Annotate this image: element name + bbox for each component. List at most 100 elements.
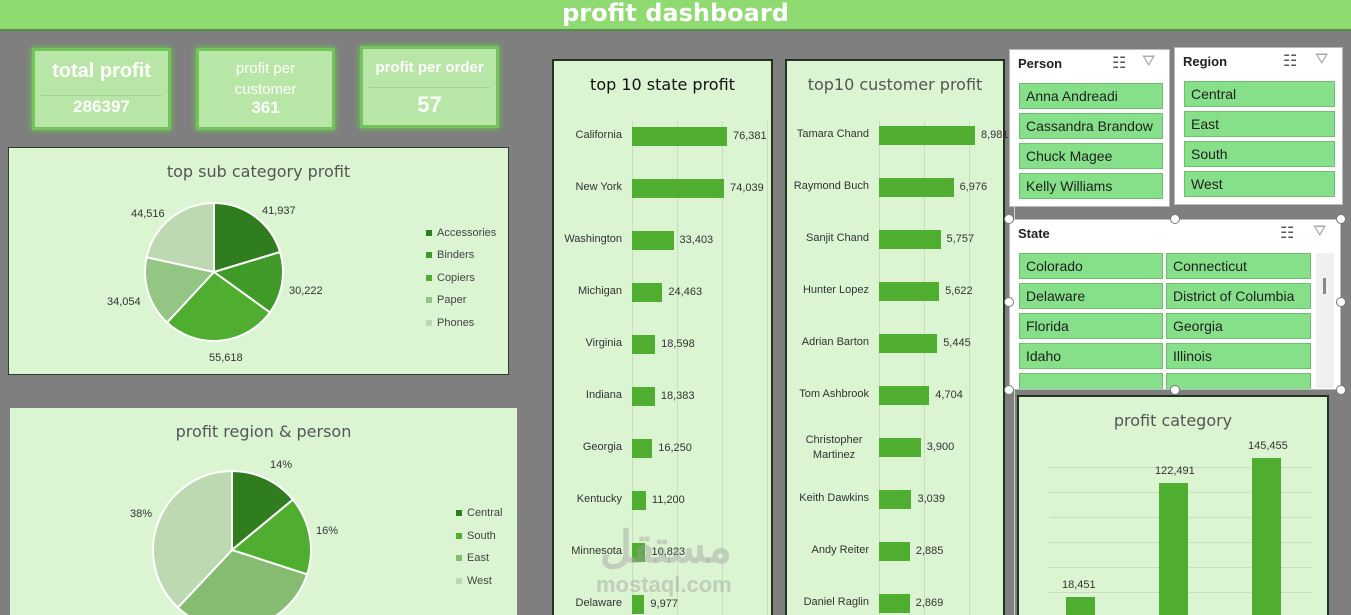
column	[1159, 483, 1188, 615]
bar-data-label: 4,704	[935, 389, 963, 401]
resize-handle[interactable]	[1004, 297, 1014, 307]
slicer-item-cassandra-brandow[interactable]: Cassandra Brandow	[1019, 113, 1163, 139]
category-column-chart: 18,451 122,491 145,455	[1019, 397, 1327, 615]
slicer-item-district-of-columbia[interactable]: District of Columbia	[1166, 283, 1311, 309]
subcategory-slice-binders	[211, 250, 284, 314]
bar	[632, 543, 646, 562]
bar-data-label: 11,200	[651, 494, 685, 506]
bar	[632, 179, 725, 198]
column-data-label: 18,451	[1062, 578, 1096, 591]
slicer-item-chuck-magee[interactable]: Chuck Magee	[1019, 143, 1163, 169]
legend-east: East	[456, 552, 489, 564]
multi-select-icon[interactable]: ☷	[1280, 225, 1295, 242]
bar	[632, 491, 646, 510]
region-slicer[interactable]: Region ☷ ⛛ Central East South West	[1174, 47, 1343, 205]
slicer-item-delaware[interactable]: Delaware	[1019, 283, 1163, 309]
slicer-item-partial[interactable]	[1166, 373, 1311, 389]
slicer-item-kelly-williams[interactable]: Kelly Williams	[1019, 173, 1163, 199]
clear-filter-icon[interactable]: ⛛	[1315, 51, 1329, 68]
gridline	[1049, 467, 1311, 468]
resize-handle[interactable]	[1336, 385, 1346, 395]
resize-handle[interactable]	[1170, 214, 1180, 224]
slicer-item-idaho[interactable]: Idaho	[1019, 343, 1163, 369]
bar-data-label: 24,463	[668, 286, 703, 298]
slicer-item-colorado[interactable]: Colorado	[1019, 253, 1163, 279]
state-slicer[interactable]: State ☷ ⛛ Colorado Connecticut Delaware …	[1009, 219, 1341, 390]
resize-handle[interactable]	[1004, 214, 1014, 224]
state-profit-panel: top 10 state profit California 76,381 New …	[552, 59, 773, 615]
pie-label-binders: 30,222	[289, 285, 323, 297]
bar	[632, 439, 653, 458]
slicer-item-illinois[interactable]: Illinois	[1166, 343, 1311, 369]
bar-data-label: 16,250	[658, 442, 692, 454]
bar-data-label: 2,869	[915, 597, 944, 609]
subcategory-slice-paper	[144, 256, 216, 324]
gridline	[969, 121, 970, 615]
slicer-item-east[interactable]: East	[1184, 111, 1335, 137]
bar	[879, 126, 975, 145]
kpi-value: 57	[417, 92, 442, 117]
bar-category-label: Christopher Martinez	[805, 434, 863, 461]
bar-category-label: New York	[575, 181, 622, 193]
state-chart-title: top 10 state profit	[590, 75, 735, 94]
bar-data-label: 18,383	[660, 390, 695, 402]
slicer-item-partial[interactable]	[1019, 373, 1163, 389]
pie-label-central: 14%	[270, 459, 293, 471]
bar	[879, 490, 912, 509]
pie-label-west: 38%	[130, 508, 153, 520]
bar-category-label: Adrian Barton	[801, 336, 869, 348]
bar-data-label: 33,403	[679, 234, 714, 246]
bar	[632, 387, 655, 406]
bar-data-label: 5,622	[945, 285, 973, 297]
bar	[632, 335, 656, 354]
slicer-item-west[interactable]: West	[1184, 171, 1335, 197]
legend-south: South	[456, 530, 496, 542]
bar-data-label: 3,900	[926, 441, 955, 453]
bar-data-label: 10,823	[651, 546, 686, 558]
bar-category-label: Georgia	[582, 441, 622, 453]
resize-handle[interactable]	[1170, 385, 1180, 395]
bar-category-label: Hunter Lopez	[802, 284, 869, 296]
subcategory-slice-copiers	[165, 270, 272, 342]
multi-select-icon[interactable]: ☷	[1283, 53, 1298, 70]
bar	[879, 334, 938, 353]
resize-handle[interactable]	[1336, 214, 1346, 224]
customer-bar-chart: Tamara Chand 8,981 Raymond Buch 6,976 Sanjit…	[787, 61, 1015, 615]
legend-binders: Binders	[426, 249, 474, 261]
clear-filter-icon[interactable]: ⛛	[1313, 223, 1327, 240]
state-slicer-scrollbar[interactable]	[1316, 253, 1334, 388]
clear-filter-icon[interactable]: ⛛	[1142, 53, 1156, 70]
region-slice-west	[152, 469, 233, 610]
watermark-latin: mostaql.com	[596, 572, 732, 597]
bar-data-label: 6,976	[959, 181, 988, 193]
slicer-item-georgia[interactable]: Georgia	[1166, 313, 1311, 339]
subcategory-slice-phones	[145, 201, 215, 274]
legend-central: Central	[456, 507, 502, 519]
legend-phones: Phones	[426, 317, 474, 329]
bar-category-label: Minnesota	[571, 545, 622, 557]
bar-category-label: Washington	[564, 233, 622, 245]
bar-category-label: California	[575, 129, 622, 141]
slicer-item-florida[interactable]: Florida	[1019, 313, 1163, 339]
pie-label-phones: 44,516	[131, 208, 165, 220]
person-slicer[interactable]: Person ☷ ⛛ Anna Andreadi Cassandra Brand…	[1009, 49, 1170, 207]
subcategory-pie-chart	[144, 201, 284, 342]
resize-handle[interactable]	[1336, 297, 1346, 307]
kpi-total-profit: total profit 286397	[32, 48, 171, 130]
bar	[879, 178, 954, 197]
category-profit-panel: profit category 18,451 122,491 145,455	[1017, 395, 1329, 615]
bar	[632, 283, 663, 302]
category-chart-title: profit category	[1113, 411, 1233, 430]
region-slice-east	[176, 548, 309, 615]
scrollbar-thumb[interactable]	[1323, 278, 1326, 294]
resize-handle[interactable]	[1004, 385, 1014, 395]
multi-select-icon[interactable]: ☷	[1112, 55, 1127, 72]
bar-data-label: 18,598	[661, 338, 695, 350]
slicer-item-south[interactable]: South	[1184, 141, 1335, 167]
slicer-item-connecticut[interactable]: Connecticut	[1166, 253, 1311, 279]
column-data-label: 122,491	[1155, 465, 1195, 478]
slicer-item-anna-andreadi[interactable]: Anna Andreadi	[1019, 83, 1163, 109]
slicer-item-central[interactable]: Central	[1184, 81, 1335, 107]
kpi-value: 361	[251, 98, 280, 117]
kpi-label: profit per customer	[234, 60, 297, 98]
